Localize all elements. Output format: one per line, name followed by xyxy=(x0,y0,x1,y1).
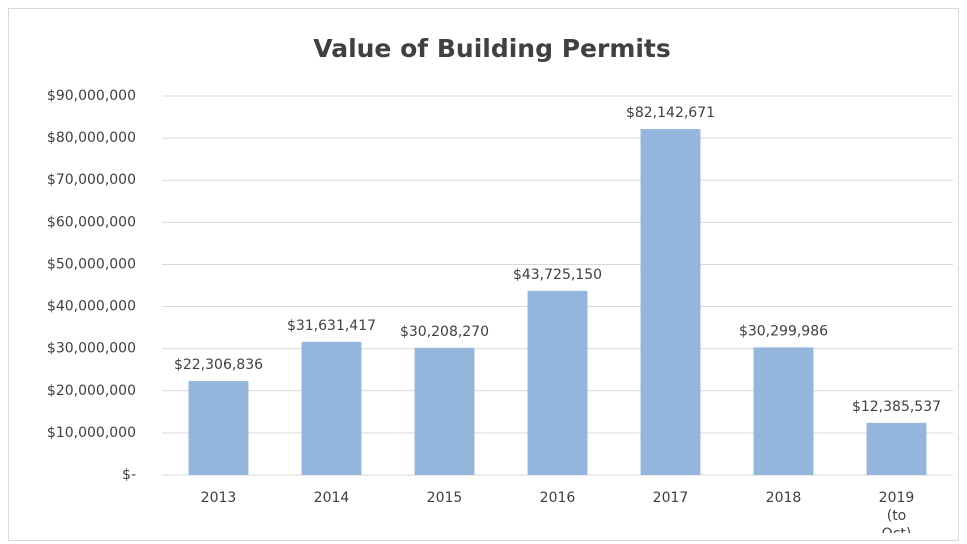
x-tick-label-box: 2013 xyxy=(200,490,237,506)
data-label: $82,142,671 xyxy=(626,105,715,121)
data-label: $12,385,537 xyxy=(852,399,941,415)
x-tick-label: 2017 xyxy=(652,490,689,506)
y-tick-label: $50,000,000 xyxy=(47,256,136,272)
y-tick-label: $- xyxy=(122,467,136,483)
y-tick-label: $70,000,000 xyxy=(47,172,136,188)
x-tick-label: 2016 xyxy=(539,490,576,506)
bar xyxy=(753,347,814,475)
x-tick-label-box: 2014 xyxy=(313,490,350,506)
chart-border xyxy=(8,8,959,541)
data-label: $30,299,986 xyxy=(739,323,828,339)
bar xyxy=(866,422,927,475)
data-label: $31,631,417 xyxy=(287,318,376,334)
y-tick-label: $40,000,000 xyxy=(47,299,136,315)
y-tick-label: $90,000,000 xyxy=(47,88,136,104)
x-tick-label-box: 2019 (to Oct) xyxy=(878,490,915,533)
data-label: $22,306,836 xyxy=(174,357,263,373)
bar xyxy=(640,129,701,476)
bar xyxy=(188,381,249,475)
data-label: $30,208,270 xyxy=(400,324,489,340)
y-tick-label: $30,000,000 xyxy=(47,341,136,357)
x-tick-label: 2013 xyxy=(200,490,237,506)
y-tick-label: $60,000,000 xyxy=(47,214,136,230)
x-tick-label: 2015 xyxy=(426,490,463,506)
x-tick-label: 2014 xyxy=(313,490,350,506)
bar xyxy=(301,341,362,475)
x-tick-label: 2018 xyxy=(765,490,802,506)
x-tick-label-box: 2017 xyxy=(652,490,689,506)
bar xyxy=(527,290,588,475)
x-tick-label: 2019 (to Oct) xyxy=(878,490,915,533)
x-tick-label-box: 2016 xyxy=(539,490,576,506)
y-tick-label: $20,000,000 xyxy=(47,383,136,399)
bar xyxy=(414,347,475,475)
data-label: $43,725,150 xyxy=(513,267,602,283)
y-tick-label: $80,000,000 xyxy=(47,130,136,146)
x-tick-label-box: 2015 xyxy=(426,490,463,506)
y-tick-label: $10,000,000 xyxy=(47,425,136,441)
chart-title: Value of Building Permits xyxy=(313,34,671,63)
x-tick-label-box: 2018 xyxy=(765,490,802,506)
